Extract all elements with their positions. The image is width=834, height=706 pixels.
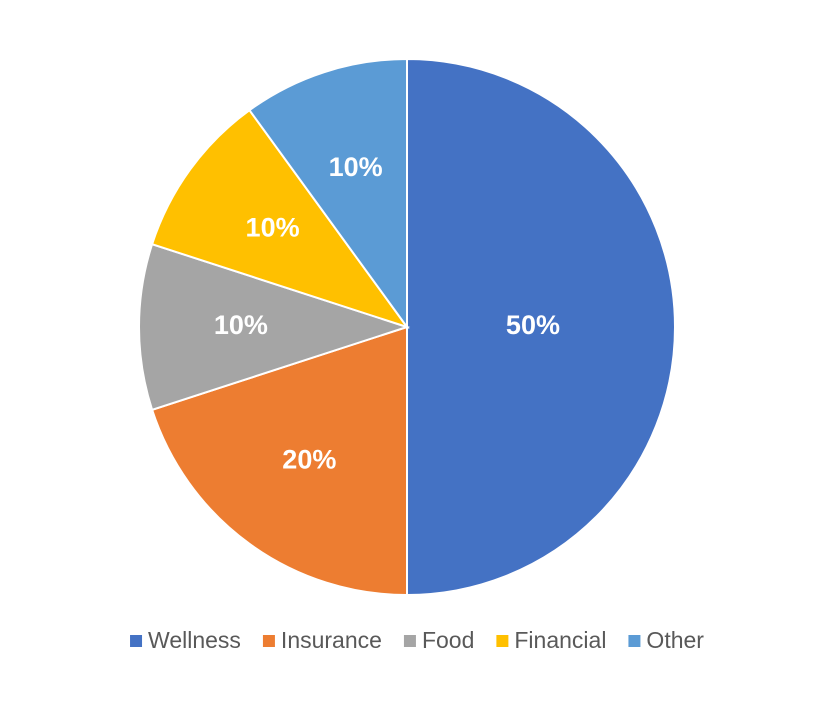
legend-label: Food <box>422 627 474 653</box>
pie-slice <box>150 325 408 597</box>
pie-slice <box>248 57 408 331</box>
pie-slice <box>406 57 676 597</box>
legend-label: Insurance <box>281 627 382 653</box>
legend-swatch <box>130 635 143 647</box>
data-label: 20% <box>282 445 336 475</box>
data-label: 50% <box>506 310 560 340</box>
data-label: 10% <box>329 152 383 182</box>
legend-swatch <box>262 635 275 647</box>
pie-slice <box>138 242 411 412</box>
legend-swatch <box>403 635 416 647</box>
legend-swatch <box>628 635 641 647</box>
data-label: 10% <box>246 212 300 242</box>
legend-label: Financial <box>514 627 606 653</box>
pie-slice <box>150 108 410 329</box>
legend-swatch <box>496 635 509 647</box>
legend-label: Wellness <box>148 627 241 653</box>
legend: Wellness Insurance Food Financial Other <box>130 627 704 653</box>
legend-label: Other <box>646 627 704 653</box>
data-label: 10% <box>214 310 268 340</box>
